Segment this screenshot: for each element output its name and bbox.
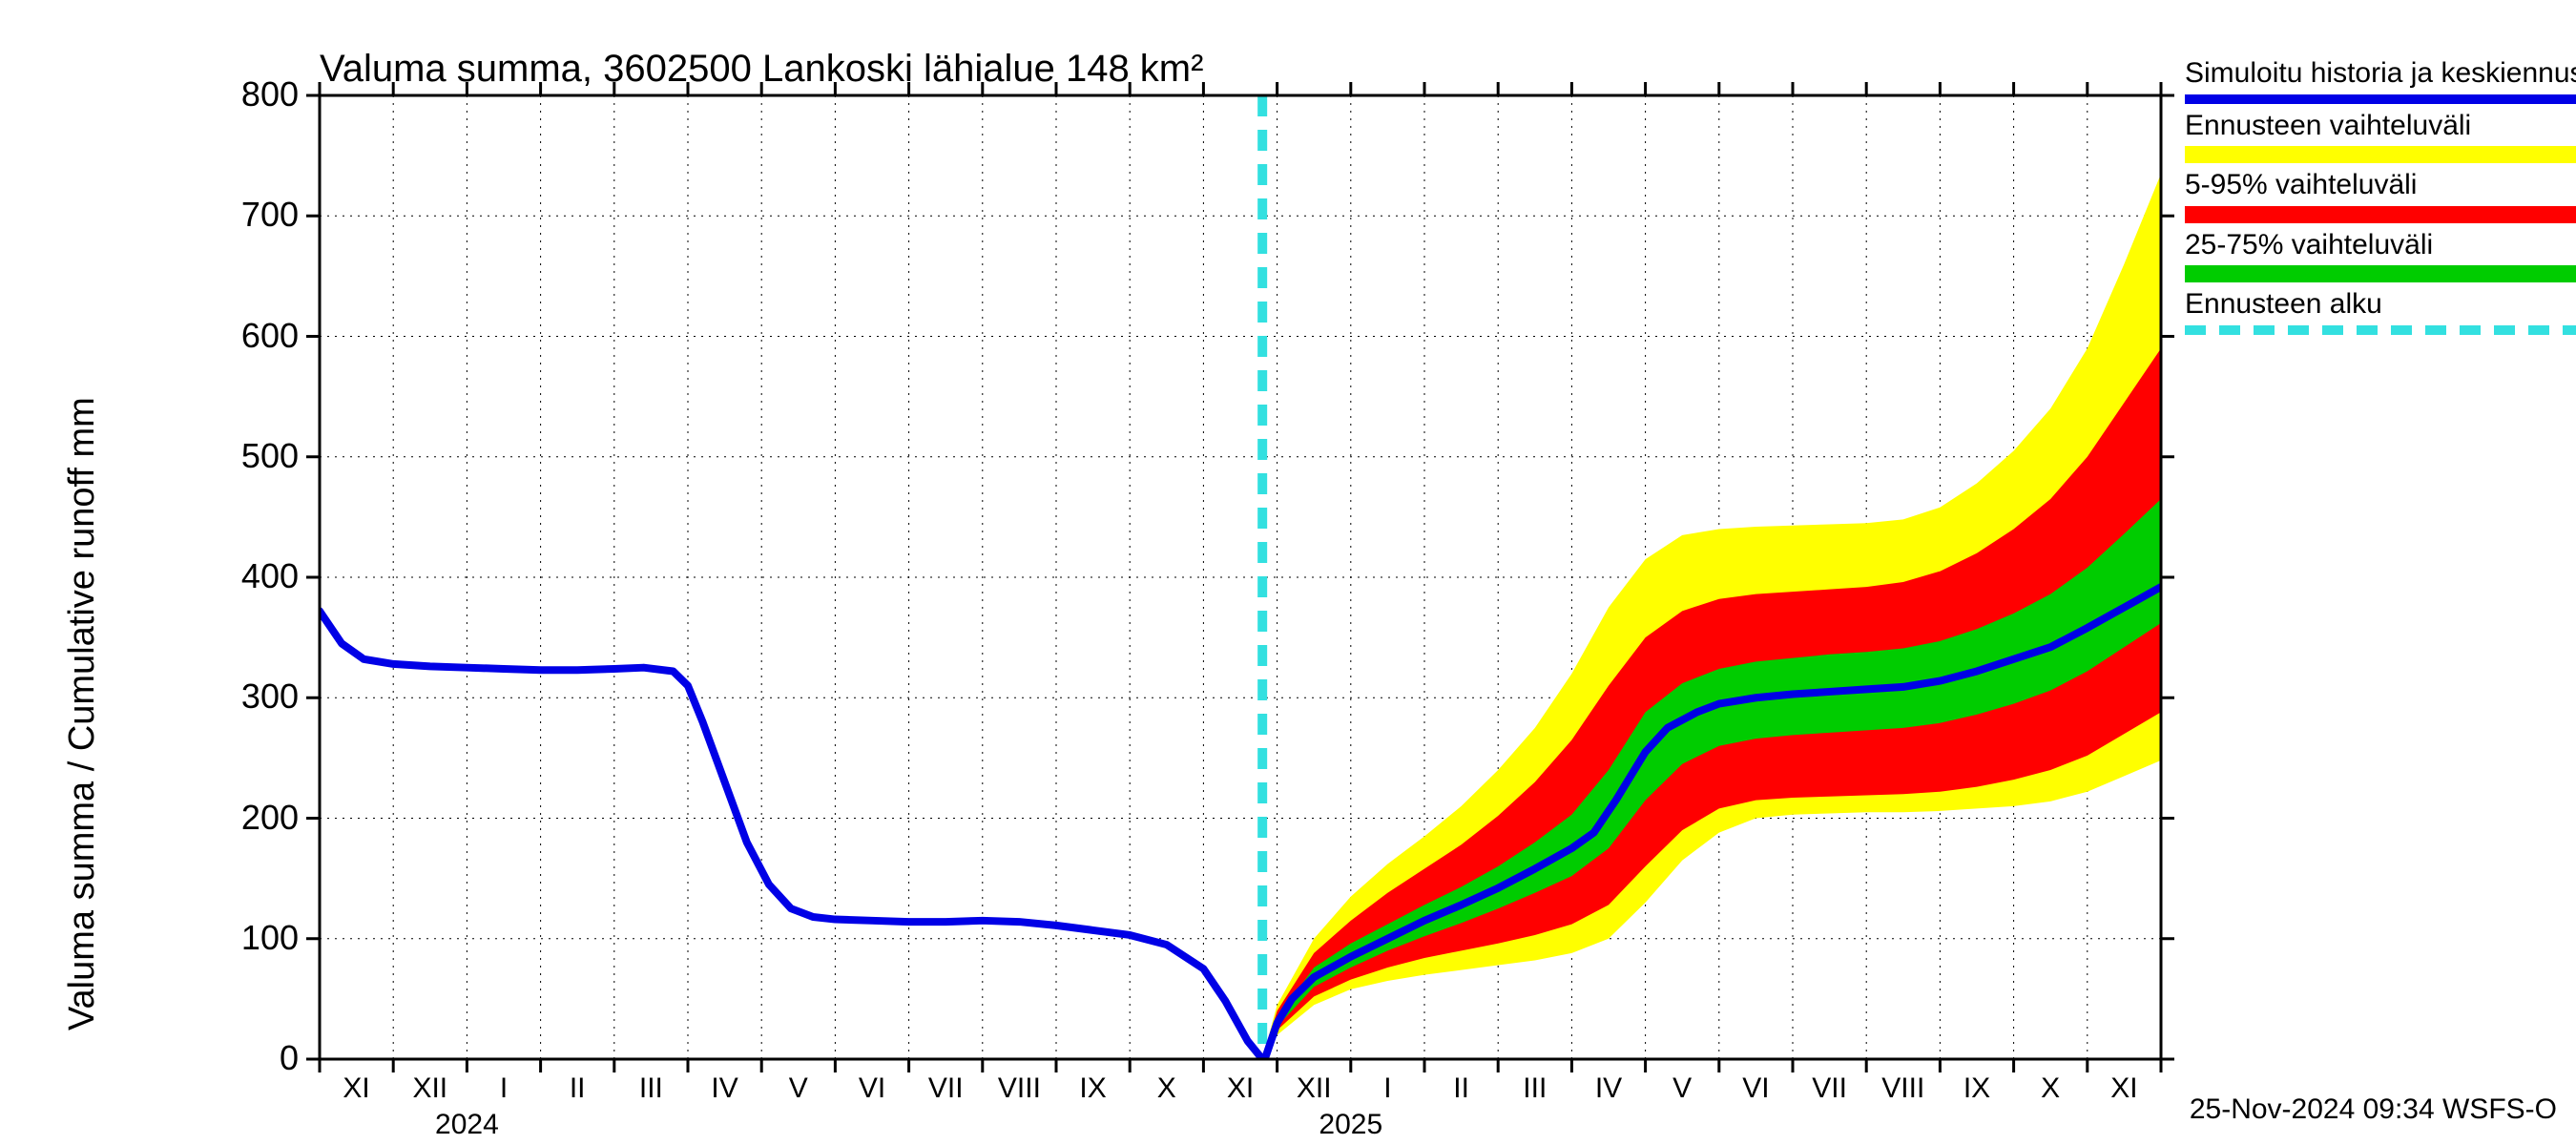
x-tick-label: X [1157,1072,1176,1105]
chart-title: Valuma summa, 3602500 Lankoski lähialue … [320,48,1203,91]
legend-swatch [2185,94,2576,104]
x-tick-label: IX [1079,1072,1106,1105]
y-tick-label: 600 [241,316,299,356]
x-tick-label: I [1383,1072,1391,1105]
x-tick-label: VIII [998,1072,1041,1105]
x-tick-label: X [2041,1072,2060,1105]
x-tick-label: VII [928,1072,964,1105]
y-tick-label: 800 [241,74,299,114]
y-tick-label: 200 [241,798,299,838]
x-tick-label: II [570,1072,586,1105]
y-tick-label: 300 [241,677,299,717]
y-tick-label: 500 [241,436,299,476]
x-tick-label: XI [1227,1072,1254,1105]
x-tick-label: V [789,1072,808,1105]
x-tick-label: IX [1963,1072,1990,1105]
y-tick-label: 400 [241,556,299,596]
legend-entry: Ennusteen vaihteluväli [2185,110,2576,164]
x-tick-label: III [1523,1072,1547,1105]
y-tick-label: 100 [241,918,299,958]
year-label: 2024 [435,1109,499,1141]
legend-entry: Ennusteen alku [2185,288,2576,335]
chart-footer: 25-Nov-2024 09:34 WSFS-O [2190,1093,2557,1126]
legend-swatch [2185,206,2576,223]
x-tick-label: XII [412,1072,447,1105]
x-tick-label: IV [1595,1072,1622,1105]
legend-label: Ennusteen vaihteluväli [2185,110,2576,143]
y-tick-label: 700 [241,195,299,235]
x-tick-label: VI [859,1072,885,1105]
x-tick-label: XII [1297,1072,1332,1105]
x-tick-label: II [1453,1072,1469,1105]
y-tick-label: 0 [280,1038,299,1078]
legend-entry: Simuloitu historia ja keskiennuste [2185,57,2576,104]
legend-label: Ennusteen alku [2185,288,2576,322]
x-tick-label: VIII [1881,1072,1924,1105]
legend-swatch [2185,325,2576,335]
x-tick-label: VI [1742,1072,1769,1105]
chart-legend: Simuloitu historia ja keskiennuste Ennust… [2185,57,2576,341]
x-tick-label: XI [2110,1072,2137,1105]
legend-swatch [2185,265,2576,282]
legend-label: Simuloitu historia ja keskiennuste [2185,57,2576,91]
y-axis-label: Valuma summa / Cumulative runoff mm [62,397,103,1030]
legend-swatch [2185,146,2576,163]
x-tick-label: III [639,1072,663,1105]
x-tick-label: I [500,1072,508,1105]
legend-label: 25-75% vaihteluväli [2185,229,2576,262]
x-tick-label: VII [1812,1072,1847,1105]
legend-label: 5-95% vaihteluväli [2185,169,2576,202]
legend-entry: 25-75% vaihteluväli [2185,229,2576,283]
x-tick-label: IV [711,1072,737,1105]
legend-entry: 5-95% vaihteluväli [2185,169,2576,223]
chart-container: Valuma summa, 3602500 Lankoski lähialue … [0,0,2576,1145]
x-tick-label: V [1672,1072,1692,1105]
year-label: 2025 [1319,1109,1382,1141]
x-tick-label: XI [343,1072,369,1105]
